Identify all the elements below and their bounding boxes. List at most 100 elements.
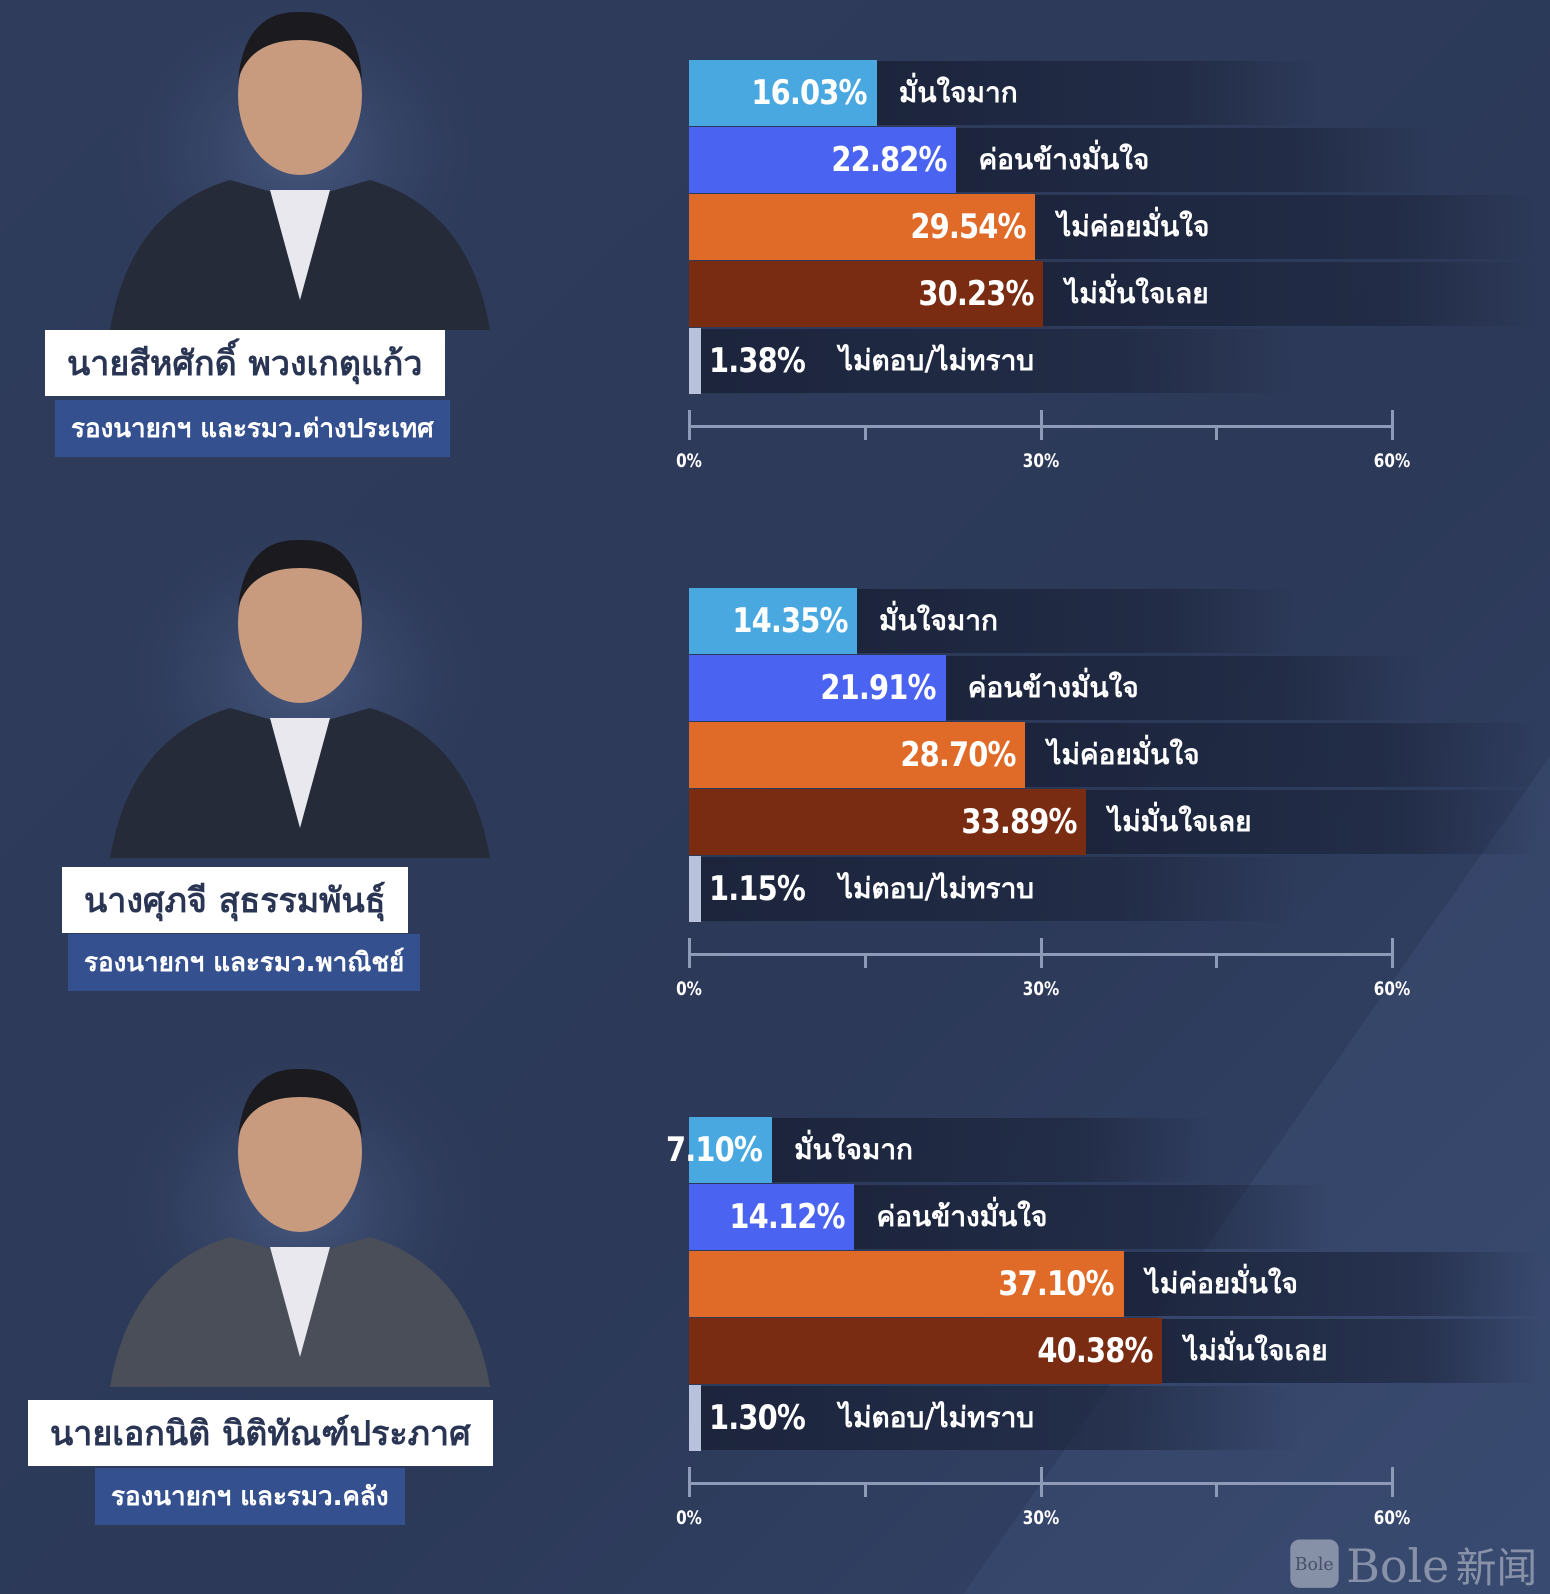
category-label: มั่นใจมาก	[794, 1133, 914, 1166]
row-background	[1025, 723, 1540, 787]
category-label: มั่นใจมาก	[879, 604, 998, 637]
tick-label: 60%	[1373, 1507, 1411, 1529]
svg-text:Bole: Bole	[1346, 1539, 1449, 1593]
bar-4	[689, 789, 1087, 855]
category-label: ไม่มั่นใจเลย	[1108, 805, 1252, 838]
value-label: 37.10%	[998, 1264, 1115, 1304]
value-label: 1.30%	[709, 1398, 806, 1438]
value-label: 29.54%	[909, 207, 1026, 247]
value-label: 28.70%	[900, 735, 1016, 775]
value-label: 14.35%	[731, 601, 848, 641]
category-label: ค่อนข้างมั่นใจ	[967, 671, 1139, 704]
person-role: รองนายกฯ และรมว.พาณิชย์	[68, 934, 421, 991]
bar-4	[689, 1318, 1163, 1384]
row-background	[956, 128, 1437, 192]
category-label: มั่นใจมาก	[898, 76, 1018, 109]
category-label: ไม่ค่อยมั่นใจ	[1145, 1267, 1298, 1300]
value-label: 40.38%	[1036, 1331, 1153, 1371]
axis-tick	[1215, 953, 1219, 968]
row-background	[701, 857, 1301, 921]
value-label: 33.89%	[960, 802, 1077, 842]
bar-5	[689, 1385, 701, 1451]
tick-label: 30%	[1022, 978, 1059, 1000]
axis-tick	[688, 1467, 691, 1497]
person-role: รองนายกฯ และรมว.ต่างประเทศ	[55, 400, 450, 457]
category-label: ไม่ตอบ/ไม่ทราบ	[839, 872, 1035, 905]
bar-2	[689, 1184, 855, 1250]
value-label: 1.38%	[709, 341, 806, 381]
category-label: ไม่ค่อยมั่นใจ	[1057, 210, 1210, 243]
axis-tick	[1391, 1467, 1395, 1497]
chart-panel: นายเอกนิติ นิติทัณฑ์ประภาศ รองนายกฯ และรม…	[0, 1057, 1550, 1585]
axis-tick	[863, 953, 867, 968]
person-photo	[100, 528, 500, 858]
tick-label: 0%	[676, 978, 702, 1000]
person-name: นางศุภจี สุธรรมพันธุ์	[62, 867, 408, 933]
tick-label: 60%	[1373, 978, 1411, 1000]
axis-tick	[688, 938, 691, 968]
tick-label: 0%	[676, 1507, 702, 1529]
person-role: รองนายกฯ และรมว.คลัง	[95, 1468, 405, 1525]
person-name: นายเอกนิติ นิติทัณฑ์ประภาศ	[28, 1400, 493, 1466]
axis-tick	[1215, 1482, 1219, 1497]
axis-tick	[863, 1482, 867, 1497]
axis-tick	[688, 410, 691, 440]
bar-3	[689, 722, 1026, 788]
bar-3	[689, 194, 1036, 260]
bar-1	[689, 1117, 773, 1183]
value-label: 30.23%	[918, 274, 1034, 314]
row-background	[1086, 790, 1540, 854]
axis-tick	[1215, 425, 1219, 440]
tick-label: 30%	[1022, 450, 1059, 472]
person-photo	[100, 0, 500, 330]
value-label: 21.91%	[820, 668, 937, 708]
category-label: ไม่มั่นใจเลย	[1065, 277, 1209, 310]
value-label: 14.12%	[729, 1197, 845, 1237]
row-background	[945, 656, 1426, 720]
row-background	[772, 1118, 1213, 1182]
svg-text:Bole: Bole	[1295, 1555, 1334, 1575]
person-photo	[100, 1057, 500, 1387]
value-label: 22.82%	[831, 140, 947, 180]
row-background	[1043, 262, 1540, 326]
row-background	[1123, 1252, 1540, 1316]
tick-label: 60%	[1373, 450, 1411, 472]
bar-1	[689, 60, 877, 126]
value-label: 1.15%	[709, 869, 806, 909]
bar-4	[689, 261, 1044, 327]
tick-label: 0%	[676, 450, 702, 472]
category-label: ค่อนข้างมั่นใจ	[978, 143, 1150, 176]
row-background	[876, 61, 1317, 125]
chart-panel: นางศุภจี สุธรรมพันธุ์ รองนายกฯ และรมว.พาณ…	[0, 528, 1550, 1056]
row-background	[701, 1386, 1301, 1450]
chart-panel: นายสีหศักดิ์ พวงเกตุแก้ว รองนายกฯ และรมว.…	[0, 0, 1550, 528]
axis-tick	[1039, 1467, 1043, 1497]
category-label: ไม่ตอบ/ไม่ทราบ	[839, 1401, 1035, 1434]
row-background	[857, 589, 1298, 653]
bar-3	[689, 1251, 1124, 1317]
bar-2	[689, 127, 957, 193]
category-label: ค่อนข้างมั่นใจ	[876, 1200, 1048, 1233]
bar-1	[689, 588, 858, 654]
row-background	[1035, 195, 1540, 259]
row-background	[854, 1185, 1335, 1249]
svg-text:新闻: 新闻	[1456, 1544, 1537, 1592]
category-label: ไม่มั่นใจเลย	[1184, 1334, 1328, 1367]
axis-tick	[1039, 410, 1043, 440]
axis-tick	[863, 425, 867, 440]
axis-tick	[1391, 410, 1395, 440]
person-name: นายสีหศักดิ์ พวงเกตุแก้ว	[45, 330, 445, 396]
category-label: ไม่ตอบ/ไม่ทราบ	[839, 344, 1035, 377]
tick-label: 30%	[1022, 1507, 1059, 1529]
axis-tick	[1039, 938, 1043, 968]
watermark-logo: Bole Bole 新闻	[1290, 1539, 1537, 1593]
value-label: 7.10%	[666, 1130, 763, 1170]
category-label: ไม่ค่อยมั่นใจ	[1047, 738, 1200, 771]
bar-2	[689, 655, 946, 721]
value-label: 16.03%	[751, 73, 868, 113]
bar-5	[689, 856, 701, 922]
axis-tick	[1391, 938, 1395, 968]
bar-5	[689, 328, 701, 394]
row-background	[1162, 1319, 1540, 1383]
row-background	[701, 329, 1301, 393]
